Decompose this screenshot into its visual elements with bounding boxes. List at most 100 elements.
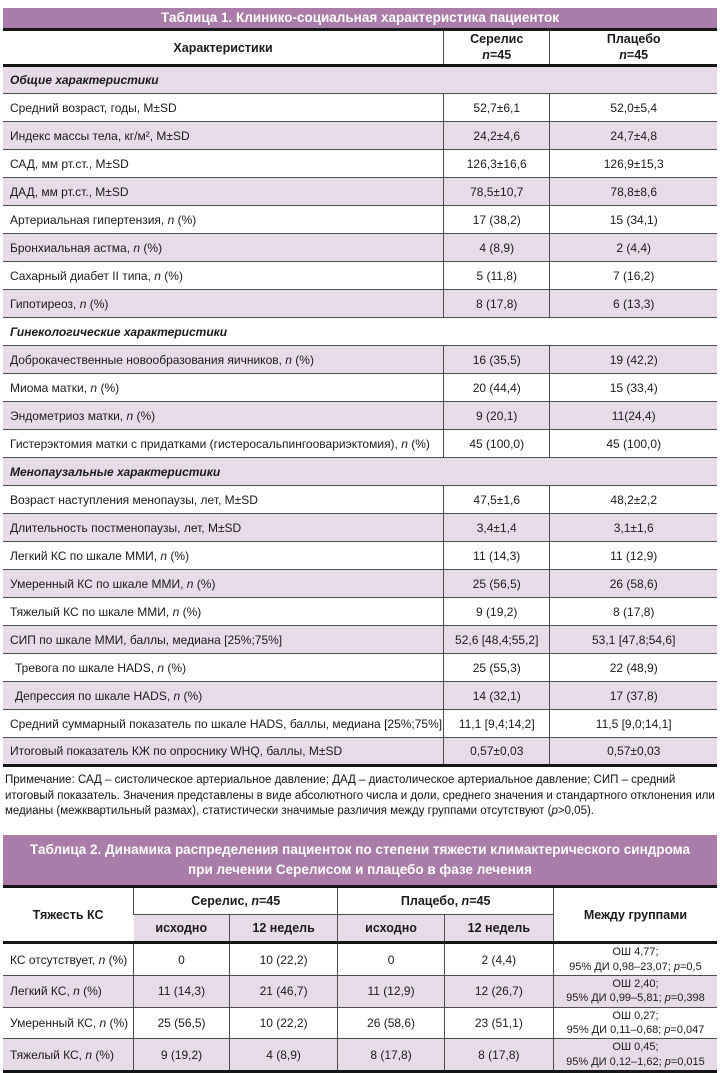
cell-placebo: 11 (12,9)	[549, 541, 717, 570]
row-label: Индекс массы тела, кг/м², M±SD	[3, 121, 444, 150]
table-row: Тревога по шкале HADS, n (%) 25 (55,3) 2…	[3, 653, 717, 682]
cell-serelis: 11 (14,3)	[443, 541, 550, 570]
row-label: Итоговый показатель КЖ по опроснику WHQ,…	[3, 737, 444, 766]
table2: Тяжесть КС Серелис, n=45 Плацебо, n=45 М…	[3, 885, 717, 1073]
header-col-between-groups: Между группами	[552, 886, 717, 945]
cell-serelis: 47,5±1,6	[443, 485, 550, 514]
cell-placebo: 53,1 [47,8;54,6]	[549, 625, 717, 654]
table-row: Эндометриоз матки, n (%) 9 (20,1) 11(24,…	[3, 401, 717, 430]
cell-placebo: 52,0±5,4	[549, 93, 717, 122]
cell-serelis-week12: 10 (22,2)	[228, 1006, 338, 1039]
cell-serelis: 4 (8,9)	[443, 233, 550, 262]
row-label: Возраст наступления менопаузы, лет, M±SD	[3, 485, 444, 514]
header-placebo-name: Плацебо	[606, 32, 661, 46]
table-row: Легкий КС по шкале ММИ, n (%) 11 (14,3) …	[3, 541, 717, 570]
header-col-serelis: Серелис n=45	[443, 29, 550, 68]
table1-header-row: Характеристики Серелис n=45 Плацебо n=45	[3, 29, 717, 68]
header-col-characteristics: Характеристики	[3, 29, 444, 68]
cell-serelis: 45 (100,0)	[443, 429, 550, 458]
cell-placebo: 8 (17,8)	[549, 597, 717, 626]
table-row: Бронхиальная астма, n (%) 4 (8,9) 2 (4,4…	[3, 233, 717, 262]
row-label: Тяжелый КС по шкале ММИ, n (%)	[3, 597, 444, 626]
cell-between-groups: ОШ 4,77; 95% ДИ 0,98–23,07; p=0,5	[552, 942, 717, 976]
table-row: Миома матки, n (%) 20 (44,4) 15 (33,4)	[3, 373, 717, 402]
row-label: СИП по шкале ММИ, баллы, медиана [25%;75…	[3, 625, 444, 654]
cell-serelis-week12: 4 (8,9)	[228, 1038, 338, 1072]
cell-serelis: 52,6 [48,4;55,2]	[443, 625, 550, 654]
row-label: Тяжелый КС, n (%)	[3, 1038, 134, 1072]
header-group-serelis: Серелис, n=45	[133, 886, 338, 916]
table-row: Средний возраст, годы, M±SD 52,7±6,1 52,…	[3, 93, 717, 122]
table-row: Гипотиреоз, n (%) 8 (17,8) 6 (13,3)	[3, 289, 717, 318]
cell-placebo: 11,5 [9,0;14,1]	[549, 709, 717, 738]
row-label: Эндометриоз матки, n (%)	[3, 401, 444, 430]
table-row: Сахарный диабет II типа, n (%) 5 (11,8) …	[3, 261, 717, 290]
row-label: Длительность постменопаузы, лет, M±SD	[3, 513, 444, 542]
table2-title: Таблица 2. Динамика распределения пациен…	[30, 842, 690, 878]
cell-placebo-week12: 8 (17,8)	[443, 1038, 554, 1072]
cell-placebo: 0,57±0,03	[549, 737, 717, 766]
table-row: Умеренный КС, n (%) 25 (56,5) 10 (22,2) …	[3, 1006, 717, 1039]
subheader-placebo-week12: 12 недель	[443, 914, 554, 945]
row-label: Гипотиреоз, n (%)	[3, 289, 444, 318]
subheader-serelis-week12: 12 недель	[228, 914, 338, 945]
cell-placebo-baseline: 0	[337, 942, 445, 976]
header-serelis-n: n=45	[482, 47, 512, 62]
cell-serelis: 3,4±1,4	[443, 513, 550, 542]
row-label: Бронхиальная астма, n (%)	[3, 233, 444, 262]
cell-serelis: 126,3±16,6	[443, 149, 550, 178]
cell-serelis-baseline: 0	[133, 942, 230, 976]
cell-placebo-week12: 12 (26,7)	[443, 975, 554, 1008]
row-label: Артериальная гипертензия, n (%)	[3, 205, 444, 234]
table-row: САД, мм рт.ст., M±SD 126,3±16,6 126,9±15…	[3, 149, 717, 178]
cell-placebo: 26 (58,6)	[549, 569, 717, 598]
cell-serelis: 25 (55,3)	[443, 653, 550, 682]
section-title: Гинекологические характеристики	[3, 317, 717, 346]
section-title: Общие характеристики	[3, 65, 717, 94]
row-label: Легкий КС по шкале ММИ, n (%)	[3, 541, 444, 570]
section-row-gynecology: Гинекологические характеристики	[3, 317, 717, 346]
section-row-menopause: Менопаузальные характеристики	[3, 457, 717, 486]
cell-placebo-baseline: 11 (12,9)	[337, 975, 445, 1008]
header-group-placebo: Плацебо, n=45	[337, 886, 554, 916]
cell-placebo: 48,2±2,2	[549, 485, 717, 514]
cell-placebo: 11(24,4)	[549, 401, 717, 430]
row-label: Депрессия по шкале HADS, n (%)	[3, 681, 444, 710]
row-label: ДАД, мм рт.ст., M±SD	[3, 177, 444, 206]
cell-serelis: 52,7±6,1	[443, 93, 550, 122]
table-row: Средний суммарный показатель по шкале HA…	[3, 709, 717, 738]
cell-serelis: 14 (32,1)	[443, 681, 550, 710]
cell-serelis: 78,5±10,7	[443, 177, 550, 206]
cell-serelis: 8 (17,8)	[443, 289, 550, 318]
table-row: Артериальная гипертензия, n (%) 17 (38,2…	[3, 205, 717, 234]
subheader-placebo-baseline: исходно	[337, 914, 445, 945]
header-col-severity: Тяжесть КС	[3, 886, 134, 945]
table1-title-bar: Таблица 1. Клинико-социальная характерис…	[3, 8, 717, 28]
cell-placebo: 22 (48,9)	[549, 653, 717, 682]
cell-placebo: 19 (42,2)	[549, 345, 717, 374]
row-label: САД, мм рт.ст., M±SD	[3, 149, 444, 178]
cell-placebo: 17 (37,8)	[549, 681, 717, 710]
row-label: Тревога по шкале HADS, n (%)	[3, 653, 444, 682]
section-row-general: Общие характеристики	[3, 65, 717, 94]
table2-title-bar: Таблица 2. Динамика распределения пациен…	[3, 835, 717, 886]
section-title: Менопаузальные характеристики	[3, 457, 717, 486]
table-row: Легкий КС, n (%) 11 (14,3) 21 (46,7) 11 …	[3, 975, 717, 1008]
cell-serelis-baseline: 25 (56,5)	[133, 1006, 230, 1039]
cell-serelis-week12: 21 (46,7)	[228, 975, 338, 1008]
table-row: ДАД, мм рт.ст., M±SD 78,5±10,7 78,8±8,6	[3, 177, 717, 206]
table-row: Умеренный КС по шкале ММИ, n (%) 25 (56,…	[3, 569, 717, 598]
cell-placebo: 15 (34,1)	[549, 205, 717, 234]
row-label: Легкий КС, n (%)	[3, 975, 134, 1008]
row-label: Гистерэктомия матки с придатками (гистер…	[3, 429, 444, 458]
table-row: Доброкачественные новообразования яичник…	[3, 345, 717, 374]
cell-serelis-baseline: 9 (19,2)	[133, 1038, 230, 1072]
cell-placebo: 6 (13,3)	[549, 289, 717, 318]
cell-placebo: 45 (100,0)	[549, 429, 717, 458]
table-row: Депрессия по шкале HADS, n (%) 14 (32,1)…	[3, 681, 717, 710]
header-col-placebo: Плацебо n=45	[549, 29, 717, 68]
cell-placebo: 78,8±8,6	[549, 177, 717, 206]
table-row: Итоговый показатель КЖ по опроснику WHQ,…	[3, 737, 717, 766]
cell-between-groups: ОШ 2,40; 95% ДИ 0,99–5,81; p=0,398	[552, 975, 717, 1008]
cell-serelis-week12: 10 (22,2)	[228, 942, 338, 976]
